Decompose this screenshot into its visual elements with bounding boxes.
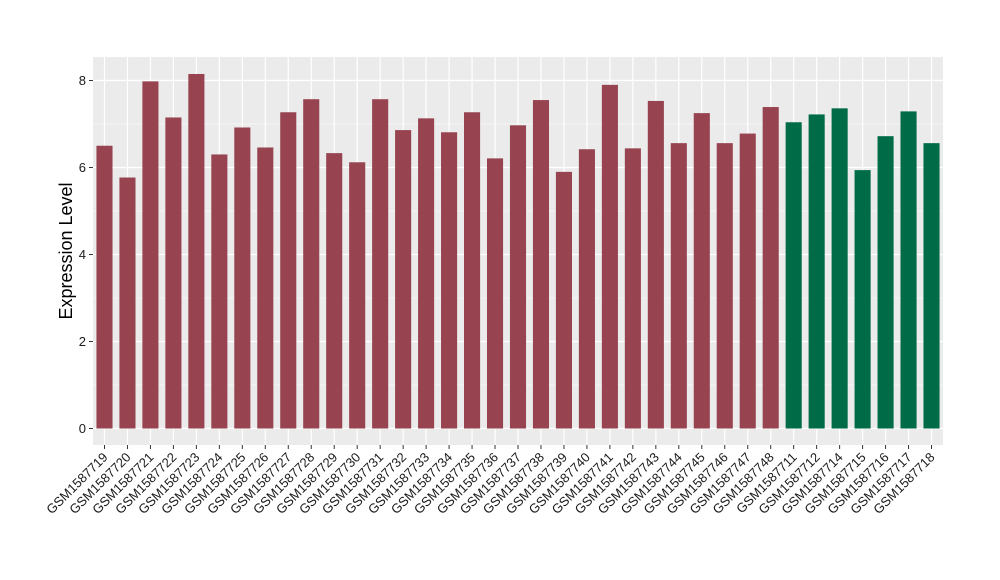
bar-GSM1587725: [234, 127, 251, 429]
bar-GSM1587739: [555, 171, 572, 429]
bar-GSM1587726: [257, 147, 274, 429]
bar-GSM1587727: [280, 112, 297, 429]
y-tick-label: 0: [79, 421, 86, 436]
bar-GSM1587732: [395, 130, 412, 429]
y-axis: 0 2 4 6 8: [79, 73, 93, 436]
bar-GSM1587730: [349, 162, 366, 429]
x-axis: GSM1587719GSM1587720GSM1587721GSM1587722…: [43, 445, 938, 517]
bar-GSM1587741: [601, 84, 618, 429]
bar-GSM1587729: [326, 153, 343, 429]
bar-GSM1587728: [303, 99, 320, 429]
bar-GSM1587737: [509, 125, 527, 429]
bar-GSM1587711: [785, 122, 802, 429]
y-tick-label: 4: [79, 247, 86, 262]
bar-GSM1587740: [578, 149, 595, 429]
bar-GSM1587738: [532, 100, 550, 429]
bar-GSM1587714: [831, 108, 848, 429]
bar-GSM1587734: [441, 132, 458, 429]
bar-GSM1587731: [372, 99, 389, 429]
bar-GSM1587712: [808, 114, 825, 429]
bar-GSM1587721: [142, 81, 159, 429]
y-tick-label: 8: [79, 73, 86, 88]
bar-GSM1587715: [854, 170, 871, 429]
y-axis-title: Expression Level: [56, 182, 76, 319]
bar-GSM1587724: [211, 154, 228, 429]
bar-GSM1587718: [923, 143, 940, 429]
bar-GSM1587716: [877, 136, 894, 429]
bar-GSM1587723: [188, 73, 205, 429]
bar-GSM1587746: [716, 143, 733, 429]
bar-GSM1587719: [96, 145, 113, 429]
bar-GSM1587748: [762, 107, 779, 429]
y-tick-label: 6: [79, 160, 86, 175]
bar-GSM1587720: [119, 177, 136, 429]
bar-GSM1587743: [647, 100, 664, 429]
y-tick-label: 2: [79, 334, 86, 349]
bar-GSM1587735: [464, 112, 481, 429]
bar-GSM1587736: [486, 158, 504, 429]
bar-GSM1587742: [624, 148, 641, 429]
bar-GSM1587744: [670, 143, 687, 429]
bar-GSM1587745: [693, 113, 710, 429]
bars: [96, 73, 940, 429]
bar-GSM1587747: [739, 133, 756, 429]
bar-GSM1587722: [165, 117, 182, 429]
bar-GSM1587717: [900, 111, 917, 429]
bar-GSM1587733: [418, 118, 435, 429]
